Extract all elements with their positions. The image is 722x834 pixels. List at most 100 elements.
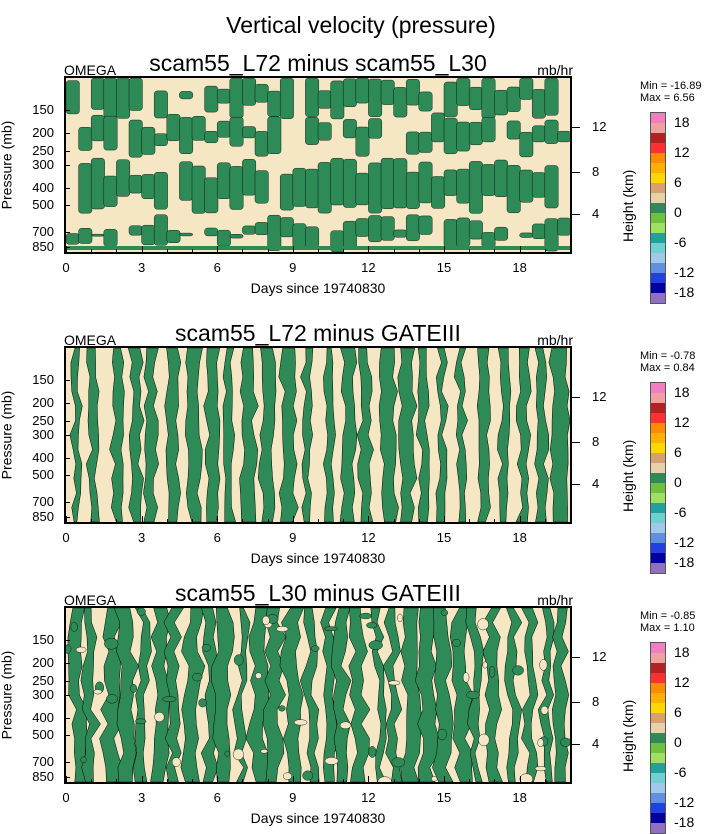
contour-region	[443, 81, 458, 118]
x-tick	[494, 519, 496, 524]
units-label: mb/hr	[537, 592, 573, 608]
colorbar-swatch	[651, 503, 665, 513]
contour-region	[443, 117, 458, 154]
contour-region	[432, 608, 454, 782]
x-tick	[267, 249, 269, 254]
colorbar-swatch	[651, 753, 665, 763]
colorbar-label: 0	[674, 474, 682, 490]
contour-region	[469, 220, 483, 240]
y-right-tick-label: 4	[592, 475, 600, 491]
contour-region	[368, 746, 377, 758]
y-tick-label: 400	[32, 709, 54, 725]
contour-region	[204, 227, 219, 237]
contour-region	[69, 348, 83, 522]
y-tick	[64, 132, 70, 134]
x-tick	[444, 516, 445, 524]
contour-region	[532, 223, 546, 239]
x-tick	[217, 246, 219, 254]
contour-region	[380, 157, 395, 209]
contour-region	[393, 229, 408, 238]
colorbar-swatch	[651, 783, 665, 793]
contour-region	[540, 705, 549, 715]
x-tick	[444, 776, 445, 784]
colorbar-label: 0	[674, 204, 682, 220]
contour-region	[418, 161, 433, 204]
contour-region	[78, 228, 93, 244]
contour-region	[153, 133, 168, 146]
x-tick	[544, 779, 546, 784]
x-tick	[192, 519, 193, 524]
y-tick-label: 700	[32, 754, 54, 770]
right-axis-label: Height (km)	[620, 439, 636, 512]
contour-region	[343, 158, 357, 208]
contour-region	[494, 89, 508, 116]
contour-region	[66, 644, 72, 654]
x-tick	[544, 249, 546, 254]
contour-region	[397, 613, 403, 623]
contour-region	[239, 348, 259, 522]
contour-region	[179, 161, 194, 201]
contour-region	[75, 646, 87, 653]
contour-region	[106, 694, 118, 704]
y-tick	[64, 165, 70, 166]
colorbar-swatch	[651, 473, 665, 483]
colorbar-swatch	[651, 153, 665, 163]
y-tick-label: 300	[32, 427, 54, 442]
contour-region	[254, 222, 269, 235]
contour-region	[368, 118, 382, 139]
contour-region	[476, 348, 491, 522]
contour-region	[305, 168, 319, 209]
x-tick-label: 18	[512, 790, 527, 805]
y-right-tick-label: 8	[592, 693, 600, 709]
contour-region	[179, 117, 194, 154]
colorbar-label: 6	[674, 174, 682, 190]
contour-region	[324, 757, 339, 765]
y-right-tick-label: 8	[592, 433, 600, 449]
x-tick-label: 12	[361, 260, 376, 275]
plot-area	[64, 606, 572, 784]
contour-region	[400, 608, 423, 782]
colorbar-swatch	[651, 463, 665, 473]
colorbar-swatch	[651, 493, 665, 503]
contour-region	[216, 229, 231, 247]
contour-region	[519, 773, 533, 782]
contour-region	[204, 131, 219, 143]
colorbar-swatch	[651, 183, 665, 193]
x-tick	[267, 519, 269, 524]
contour-region	[477, 618, 489, 631]
contour-region	[532, 89, 546, 119]
x-tick	[570, 249, 571, 254]
contour-region	[204, 177, 219, 214]
x-tick-label: 3	[137, 530, 146, 545]
contour-region	[462, 672, 470, 683]
contour-region	[80, 608, 101, 782]
contour-region	[66, 233, 80, 245]
contour-region	[418, 91, 433, 112]
contour-region	[441, 609, 449, 617]
y-tick	[64, 110, 70, 112]
colorbar-swatch	[651, 133, 665, 143]
colorbar-swatch	[651, 253, 665, 263]
contour-region	[368, 78, 382, 117]
y-tick	[64, 475, 70, 477]
contour-region	[216, 120, 231, 138]
colorbar-swatch	[651, 223, 665, 233]
contour-region	[305, 226, 319, 248]
contour-region	[368, 215, 382, 242]
contour-region	[153, 90, 168, 119]
x-tick	[393, 249, 395, 254]
contour-region	[481, 232, 496, 248]
y-tick	[64, 680, 70, 682]
y-tick-label: 250	[32, 672, 54, 688]
contour-region	[153, 172, 168, 210]
colorbar-swatch	[651, 663, 665, 673]
colorbar-swatch	[651, 673, 665, 683]
y-tick	[64, 420, 70, 422]
x-tick-label: 18	[512, 530, 527, 545]
contour-region	[242, 78, 256, 106]
contour-region	[343, 220, 357, 250]
contour-region	[406, 214, 420, 242]
colorbar-swatch	[651, 123, 665, 133]
x-tick-label: 3	[137, 790, 146, 805]
contour-region	[150, 608, 171, 782]
